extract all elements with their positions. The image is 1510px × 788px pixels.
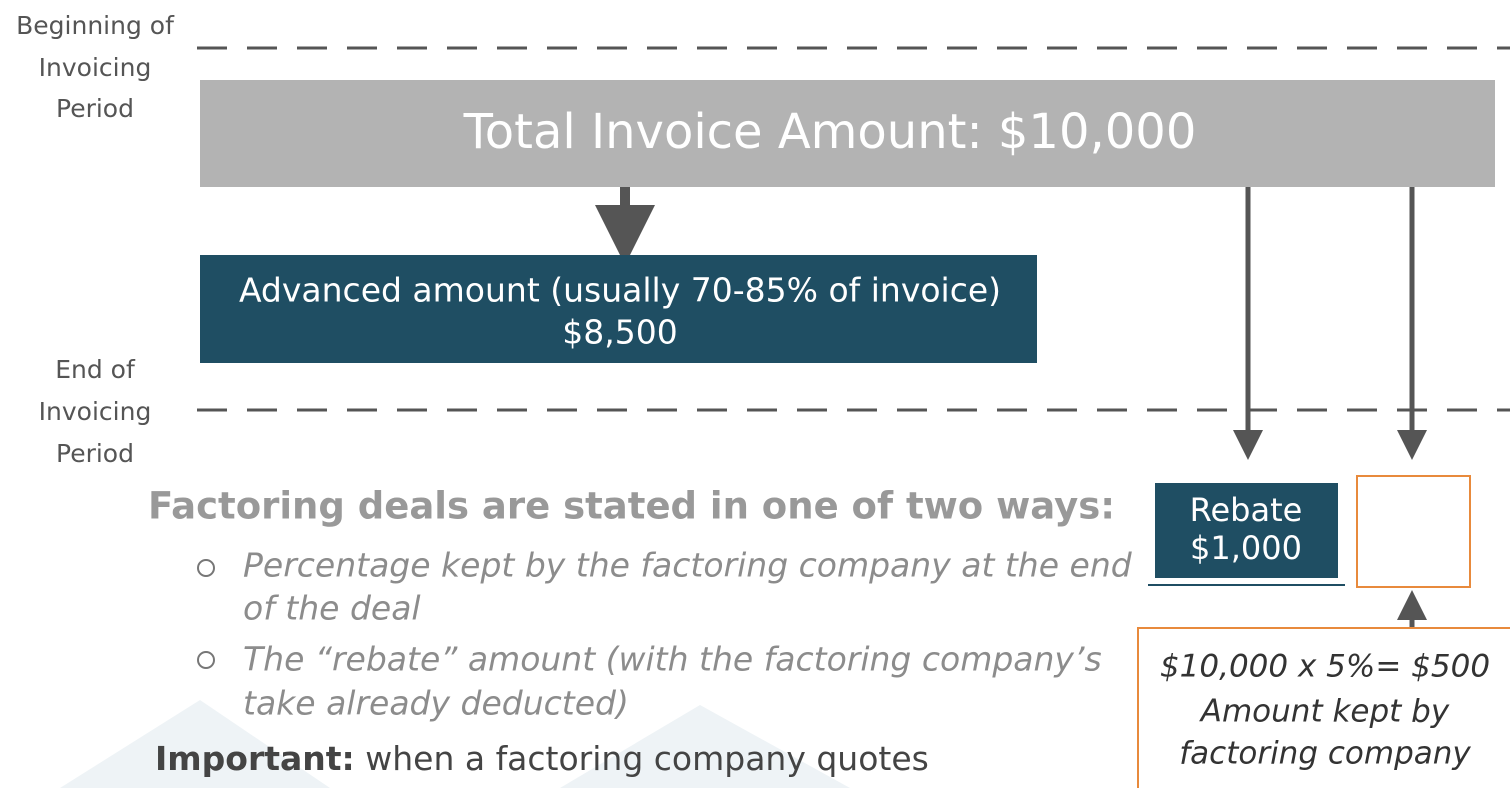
end-label: Invoicing <box>39 397 152 426</box>
notes-heading: Factoring deals are stated in one of two… <box>148 485 1115 528</box>
advance-box <box>200 255 1037 363</box>
bullet-text: The “rebate” amount (with the factoring … <box>243 640 1102 679</box>
end-label: Period <box>56 439 134 468</box>
advance-amount: $8,500 <box>562 313 677 352</box>
total-box <box>200 80 1495 187</box>
fee-note: $10,000 x 5%= $500 <box>1160 649 1490 685</box>
start-label: Period <box>56 94 134 123</box>
watermark <box>60 700 330 788</box>
fee-box <box>1356 475 1471 588</box>
rebate-box <box>1155 483 1338 578</box>
bullet-text: Percentage kept by the factoring company… <box>243 546 1133 585</box>
fee-note: Amount kept by <box>1199 694 1450 730</box>
start-label: Invoicing <box>39 53 152 82</box>
bullet <box>197 651 215 669</box>
important-text: when a factoring company quotes <box>355 739 929 778</box>
important-label: Important: <box>155 739 355 778</box>
total-text: Total Invoice Amount: $10,000 <box>463 104 1197 160</box>
bullet-text: of the deal <box>243 589 421 628</box>
bullet-text: take already deducted) <box>243 684 629 723</box>
fee-note: factoring company <box>1179 736 1471 772</box>
important: Important: when a factoring company quot… <box>155 739 929 778</box>
rebate-amount: $1,000 <box>1190 529 1302 567</box>
advance-text: Advanced amount (usually 70-85% of invoi… <box>239 271 1001 310</box>
end-label: End of <box>55 355 136 384</box>
start-label: Beginning of <box>16 11 175 40</box>
fee-note-box <box>1137 627 1510 788</box>
watermark <box>560 705 850 788</box>
rebate-text: Rebate <box>1190 491 1303 529</box>
bullet <box>197 559 215 577</box>
